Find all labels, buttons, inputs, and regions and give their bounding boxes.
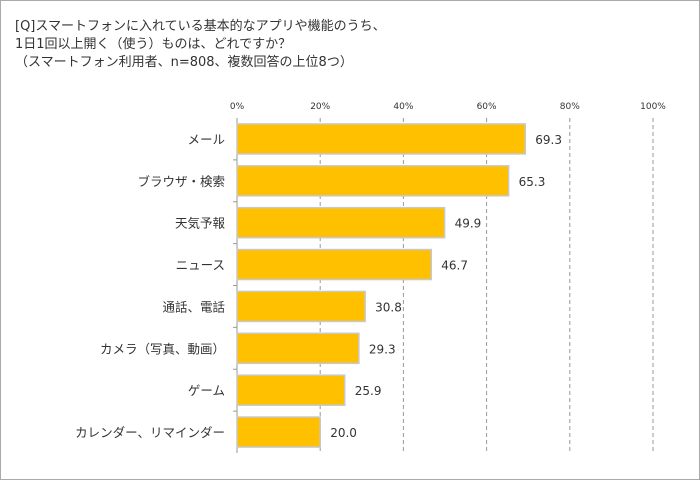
chart-title-line-2: 1日1回以上開く（使う）ものは、どれですか？ — [15, 37, 292, 52]
data-label: 29.3 — [369, 342, 396, 356]
chart-title-line-3: （スマートフォン利用者、n=808、複数回答の上位8つ） — [15, 55, 353, 70]
category-label: メール — [187, 132, 225, 147]
data-label: 20.0 — [330, 426, 357, 440]
chart-title-line-1: [Q]スマートフォンに入れている基本的なアプリや機能のうち、 — [15, 19, 386, 34]
bar — [236, 123, 527, 155]
bar — [236, 248, 433, 281]
data-label: 69.3 — [535, 133, 562, 147]
data-label: 49.9 — [455, 217, 482, 231]
x-tick-label: 0% — [230, 102, 245, 112]
category-label: カメラ（写真、動画） — [100, 341, 225, 356]
category-label: 天気予報 — [175, 216, 226, 231]
x-tick-label: 100% — [640, 102, 666, 112]
data-label: 65.3 — [519, 175, 546, 189]
bar — [236, 332, 360, 365]
bar — [236, 206, 446, 239]
category-label: カレンダー、リマインダー — [75, 425, 225, 440]
category-label: ニュース — [176, 258, 225, 273]
category-label: 通話、電話 — [162, 299, 225, 314]
data-label: 25.9 — [355, 384, 382, 398]
data-label: 46.7 — [441, 259, 468, 273]
bar — [236, 165, 510, 197]
x-tick-label: 60% — [477, 102, 497, 112]
x-tick-label: 40% — [393, 102, 413, 112]
bar — [236, 290, 366, 323]
bar — [236, 416, 321, 448]
x-tick-label: 80% — [560, 102, 580, 112]
data-label: 30.8 — [375, 300, 402, 314]
category-label: ゲーム — [188, 383, 225, 398]
category-label: ブラウザ・検索 — [137, 174, 225, 189]
bar — [236, 374, 346, 406]
x-tick-label: 20% — [310, 102, 330, 112]
